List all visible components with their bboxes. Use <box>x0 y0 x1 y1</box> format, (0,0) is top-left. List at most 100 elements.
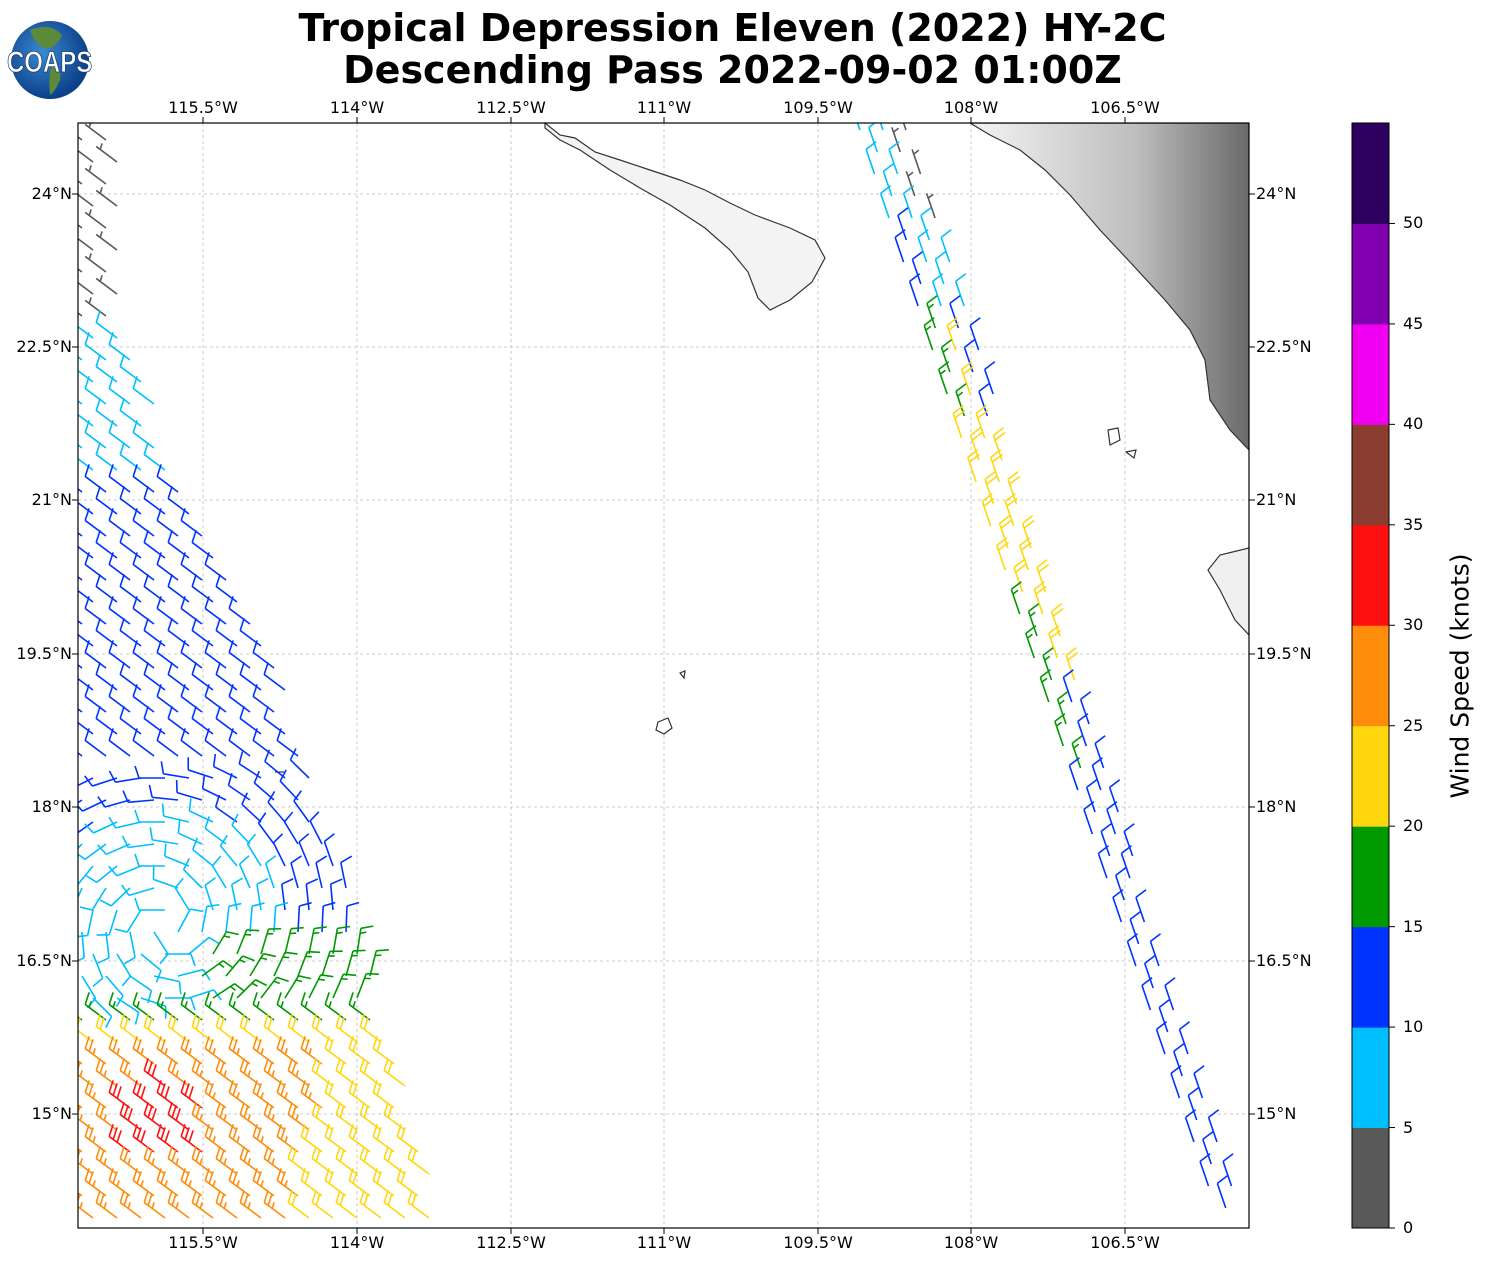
wind-barb <box>335 1102 358 1131</box>
wind-barb <box>108 1124 131 1153</box>
wind-barb <box>204 1080 227 1109</box>
lat-tick-label-right: 21°N <box>1256 490 1297 509</box>
wind-barb <box>348 1036 371 1065</box>
colorbar-tick-label: 40 <box>1403 414 1424 434</box>
colorbar-tick-label: 50 <box>1403 213 1424 233</box>
colorbar-segment <box>1352 926 1389 1028</box>
wind-barb <box>134 853 165 867</box>
wind-barb <box>84 209 107 229</box>
island <box>679 670 686 680</box>
wind-barb <box>1013 559 1027 593</box>
wind-barb <box>204 992 227 1021</box>
wind-barb <box>891 127 902 153</box>
wind-barb <box>1094 735 1106 769</box>
wind-barb <box>348 1168 371 1197</box>
lat-tick-label-right: 18°N <box>1256 797 1297 816</box>
wind-barb <box>252 1124 275 1153</box>
wind-barb <box>998 515 1012 549</box>
wind-barb <box>264 855 277 889</box>
wind-barb <box>143 442 166 471</box>
wind-barb <box>249 952 276 977</box>
wind-barb <box>315 855 328 889</box>
coaps-logo: COAPS <box>7 21 93 99</box>
wind-barb <box>1039 669 1051 703</box>
wind-barb <box>114 909 142 933</box>
wind-barb <box>324 1124 347 1153</box>
lon-tick-label-top: 114°W <box>329 98 385 117</box>
lat-tick-label-left: 22.5°N <box>16 337 72 356</box>
wind-barb <box>280 878 294 911</box>
wind-barb <box>108 728 131 757</box>
wind-barb <box>348 1080 371 1109</box>
wind-barb <box>108 420 131 449</box>
wind-barb <box>116 997 140 1025</box>
wind-barb <box>321 950 343 977</box>
wind-barb <box>1065 647 1079 681</box>
wind-barb <box>894 229 906 263</box>
wind-barb <box>143 486 166 515</box>
chart-title-line2: Descending Pass 2022-09-02 01:00Z <box>343 48 1122 92</box>
wind-barb <box>153 975 182 995</box>
wind-barb <box>1097 845 1109 879</box>
wind-barb <box>204 1168 227 1197</box>
wind-barb <box>1135 889 1147 923</box>
wind-barb <box>167 574 190 603</box>
wind-barb <box>121 835 155 849</box>
wind-barb <box>116 953 132 987</box>
wind-barb <box>134 765 165 779</box>
wind-barb <box>84 552 107 581</box>
wind-barb <box>228 728 251 757</box>
wind-barb <box>132 552 155 581</box>
colorbar-segment <box>1352 625 1389 727</box>
wind-barb <box>95 398 118 427</box>
wind-barb <box>879 123 884 131</box>
wind-barb <box>287 1102 310 1131</box>
wind-barb <box>383 1146 406 1175</box>
wind-barb <box>84 253 107 273</box>
wind-barb <box>78 457 94 471</box>
wind-barb <box>78 1193 94 1219</box>
wind-barb <box>191 1058 214 1087</box>
colorbar-tick-label: 30 <box>1403 615 1424 635</box>
wind-barb <box>84 775 118 787</box>
wind-barb <box>263 1190 286 1219</box>
wind-barb <box>905 171 916 197</box>
wind-barb <box>228 1036 251 1065</box>
wind-barb <box>84 165 107 185</box>
wind-barb <box>1068 757 1080 791</box>
wind-barb <box>108 770 142 783</box>
wind-barb <box>78 231 94 251</box>
wind-barb <box>143 1058 166 1087</box>
wind-barb <box>165 953 196 967</box>
wind-barb <box>219 834 238 867</box>
wind-barb <box>239 1102 262 1131</box>
wind-barb <box>212 983 246 999</box>
wind-barb <box>1036 559 1050 593</box>
wind-barb <box>78 633 94 647</box>
wind-barb <box>95 354 118 383</box>
wind-barb <box>119 574 142 603</box>
wind-barb <box>180 728 203 757</box>
wind-barb <box>191 706 214 735</box>
wind-barb <box>84 297 107 317</box>
wind-barb <box>263 1014 286 1043</box>
wind-barb <box>925 193 936 219</box>
wind-barb <box>228 1080 251 1109</box>
wind-barb <box>132 420 155 449</box>
island <box>1107 427 1121 446</box>
wind-barb <box>78 501 94 515</box>
wind-barb <box>228 1124 251 1153</box>
wind-barb <box>78 180 83 185</box>
wind-barb <box>1100 823 1112 857</box>
colorbar-segment <box>1352 826 1389 928</box>
wind-barbs <box>78 123 1234 1219</box>
wind-barb <box>177 820 203 845</box>
wind-barb <box>78 444 83 449</box>
wind-barb <box>78 589 94 603</box>
wind-barb <box>300 992 323 1021</box>
wind-barb <box>241 792 262 823</box>
colorbar-segment <box>1352 1027 1389 1129</box>
wind-barb <box>132 640 155 669</box>
wind-barb <box>383 1058 406 1087</box>
island <box>1124 449 1137 460</box>
